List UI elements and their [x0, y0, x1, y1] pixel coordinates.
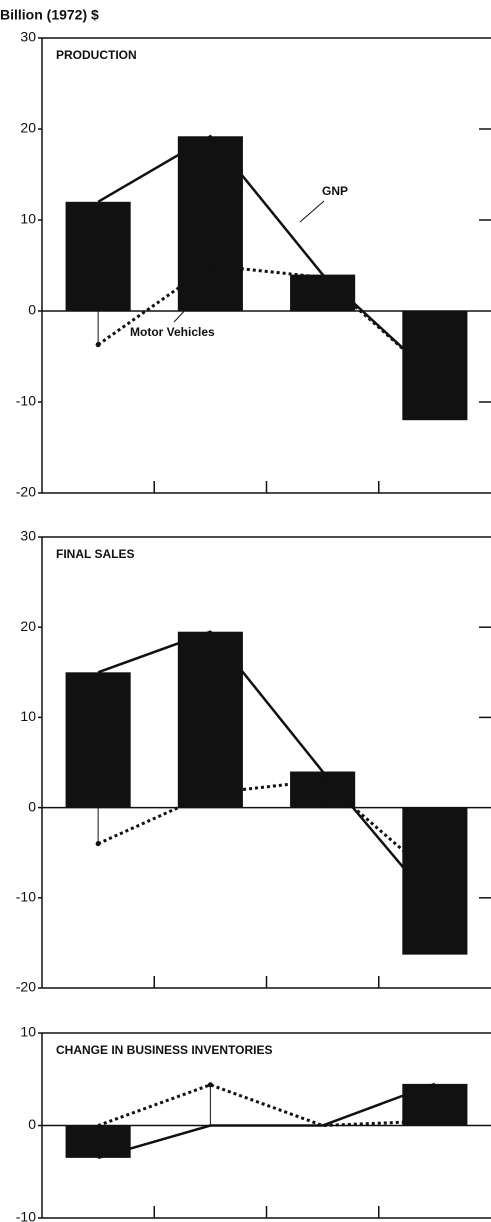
panel-title: CHANGE IN BUSINESS INVENTORIES: [56, 1043, 272, 1057]
series-label: GNP: [322, 184, 348, 198]
y-tick-label: 0: [28, 302, 36, 318]
bar: [402, 1083, 468, 1126]
point: [95, 841, 101, 847]
y-tick-label: 30: [20, 528, 36, 544]
point: [320, 778, 326, 784]
y-tick-label: -10: [16, 1209, 36, 1222]
series-label: Motor Vehicles: [130, 325, 215, 339]
leader-line: [173, 289, 205, 323]
y-tick-label: 0: [28, 1116, 36, 1132]
leader-line: [299, 200, 325, 223]
y-tick-label: 20: [20, 618, 36, 634]
point: [207, 1082, 213, 1088]
y-tick-label: 30: [20, 29, 36, 45]
panel-title: PRODUCTION: [56, 48, 137, 62]
point: [320, 274, 326, 280]
y-tick-label: 0: [28, 798, 36, 814]
bar: [65, 1125, 131, 1158]
dotted-line: [97, 1083, 435, 1128]
point: [95, 342, 101, 348]
bar: [177, 631, 243, 808]
y-axis-label: Billion (1972) $: [0, 7, 99, 23]
solid-line: [97, 630, 436, 906]
y-tick-label: 10: [20, 708, 36, 724]
panel-title: FINAL SALES: [56, 547, 134, 561]
bar: [65, 672, 131, 808]
y-tick-label: -20: [16, 979, 36, 995]
point: [207, 263, 213, 268]
y-tick-label: -20: [16, 484, 36, 500]
solid-line: [97, 134, 436, 379]
point: [432, 374, 438, 380]
bar: [65, 201, 131, 311]
y-tick-label: -10: [16, 889, 36, 905]
y-tick-label: 10: [20, 211, 36, 227]
y-tick-label: 20: [20, 120, 36, 136]
point: [432, 875, 438, 881]
y-tick-label: 10: [20, 1024, 36, 1040]
dotted-line: [97, 778, 436, 880]
solid-line: [97, 1082, 436, 1160]
y-tick-label: -10: [16, 393, 36, 409]
dotted-line: [97, 263, 436, 379]
